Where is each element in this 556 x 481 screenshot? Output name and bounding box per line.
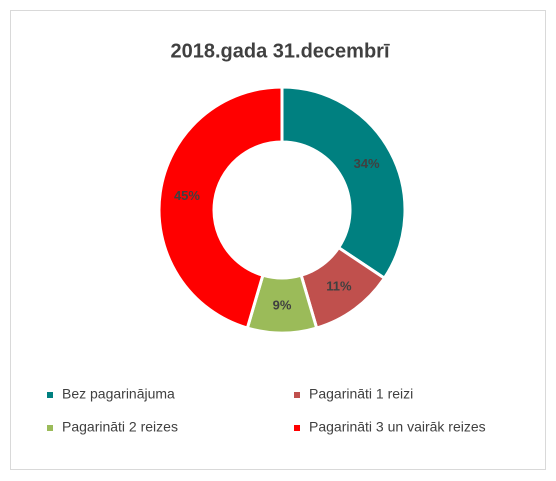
chart-title: 2018.gada 31.decembrī: [170, 40, 389, 62]
legend-marker: [294, 392, 300, 398]
donut-slice: [280, 85, 407, 281]
legend-marker: [47, 425, 53, 431]
legend-label: Pagarināti 2 reizes: [62, 419, 178, 435]
data-label: 45%: [174, 188, 200, 203]
data-label: 9%: [273, 297, 292, 312]
legend-marker: [294, 425, 300, 431]
data-label: 11%: [326, 279, 352, 294]
legend-label: Pagarināti 1 reizi: [309, 386, 413, 402]
donut-slice: [157, 85, 284, 330]
legend-label: Bez pagarinājuma: [62, 386, 175, 402]
legend-marker: [47, 392, 53, 398]
data-label: 34%: [354, 156, 380, 171]
legend-label: Pagarināti 3 un vairāk reizes: [309, 419, 486, 435]
